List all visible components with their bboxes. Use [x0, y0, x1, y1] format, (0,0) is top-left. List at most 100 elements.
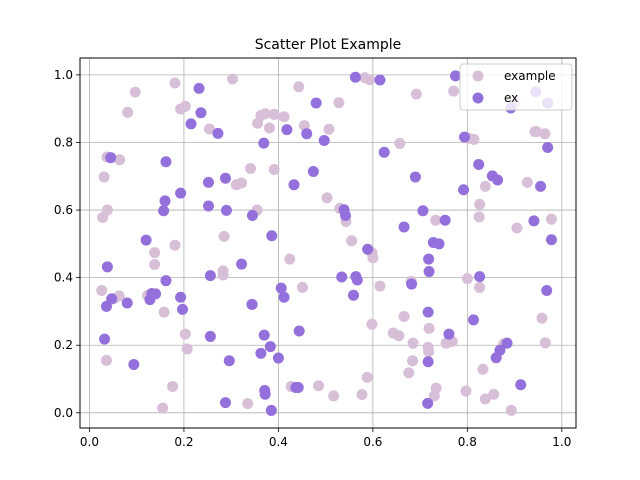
y-tick-label: 0.4 — [54, 271, 73, 285]
data-point-ex — [501, 337, 513, 349]
data-point-example — [364, 74, 376, 86]
data-point-example — [460, 385, 472, 397]
data-point-example — [394, 137, 406, 149]
ticks-layer: 0.0 0.2 0.4 0.6 0.8 1.0 0.0 0.2 0.4 0.6 0.8 1.0 — [54, 68, 571, 449]
data-point-example — [407, 337, 419, 349]
legend: example ex — [459, 63, 573, 111]
data-point-ex — [258, 329, 270, 341]
data-point-ex — [219, 397, 231, 409]
data-point-ex — [467, 314, 479, 326]
data-point-ex — [349, 71, 361, 83]
data-point-ex — [158, 205, 170, 217]
data-point-example — [203, 123, 215, 135]
data-point-ex — [105, 152, 117, 164]
data-point-example — [158, 306, 170, 318]
data-point-ex — [422, 356, 434, 368]
chart-title: Scatter Plot Example — [255, 37, 402, 53]
data-point-example — [227, 73, 239, 85]
data-point-ex — [220, 204, 232, 216]
data-point-example — [149, 258, 161, 270]
data-point-example — [488, 388, 500, 400]
data-point-example — [403, 367, 415, 379]
legend-box — [459, 63, 573, 111]
data-point-ex — [351, 274, 363, 286]
data-point-example — [179, 328, 191, 340]
x-tick-label: 0.2 — [174, 435, 193, 449]
data-point-ex — [443, 328, 455, 340]
data-point-ex — [258, 137, 270, 149]
legend-marker-example — [472, 70, 484, 82]
data-point-example — [218, 230, 230, 242]
data-point-ex — [439, 214, 451, 226]
data-point-example — [536, 312, 548, 324]
data-point-ex — [160, 275, 172, 287]
data-point-ex — [177, 303, 189, 315]
data-point-ex — [422, 397, 434, 409]
x-tick-label: 0.0 — [80, 435, 99, 449]
data-point-example — [539, 128, 551, 140]
data-point-ex — [264, 341, 276, 353]
data-point-ex — [473, 158, 485, 170]
data-point-example — [284, 253, 296, 265]
data-point-ex — [175, 187, 187, 199]
data-point-ex — [106, 293, 118, 305]
data-point-ex — [292, 381, 304, 393]
data-point-ex — [246, 298, 258, 310]
data-point-ex — [301, 128, 313, 140]
data-point-ex — [515, 379, 527, 391]
legend-marker-ex — [472, 92, 484, 104]
data-point-ex — [128, 358, 140, 370]
data-point-ex — [336, 271, 348, 283]
data-point-example — [268, 108, 280, 120]
data-point-example — [521, 176, 533, 188]
data-point-example — [313, 380, 325, 392]
data-point-ex — [417, 205, 429, 217]
data-point-ex — [160, 156, 172, 168]
data-point-ex — [278, 291, 290, 303]
y-tick-label: 0.0 — [54, 406, 73, 420]
data-point-ex — [409, 171, 421, 183]
data-point-ex — [535, 180, 547, 192]
data-point-ex — [281, 124, 293, 136]
data-point-ex — [374, 74, 386, 86]
data-point-example — [333, 97, 345, 109]
data-point-example — [511, 222, 523, 234]
data-point-ex — [121, 297, 133, 309]
data-point-ex — [275, 282, 287, 294]
data-point-example — [423, 322, 435, 334]
legend-label-example: example — [504, 69, 556, 83]
data-point-ex — [307, 166, 319, 178]
data-point-example — [129, 86, 141, 98]
data-point-example — [479, 393, 491, 405]
data-point-ex — [272, 352, 284, 364]
data-point-example — [96, 284, 108, 296]
data-point-ex — [362, 243, 374, 255]
data-point-example — [169, 77, 181, 89]
data-point-ex — [542, 142, 554, 154]
data-point-example — [321, 192, 333, 204]
data-point-example — [430, 214, 442, 226]
grid-layer — [80, 58, 576, 428]
y-tick-label: 0.2 — [54, 338, 73, 352]
data-point-example — [366, 318, 378, 330]
data-point-ex — [433, 238, 445, 250]
data-point-ex — [236, 258, 248, 270]
data-point-example — [398, 310, 410, 322]
data-point-example — [346, 235, 358, 247]
data-point-ex — [423, 253, 435, 265]
data-point-example — [230, 179, 242, 191]
data-point-ex — [459, 131, 471, 143]
data-point-example — [393, 330, 405, 342]
data-point-ex — [266, 230, 278, 242]
data-point-ex — [159, 195, 171, 207]
data-point-example — [268, 164, 280, 176]
data-point-example — [461, 273, 473, 285]
data-point-example — [157, 402, 169, 414]
x-tick-label: 0.6 — [363, 435, 382, 449]
data-point-ex — [423, 266, 435, 278]
data-point-ex — [185, 118, 197, 130]
data-point-example — [474, 198, 486, 210]
legend-label-ex: ex — [504, 91, 518, 105]
data-point-ex — [541, 284, 553, 296]
data-point-example — [473, 211, 485, 223]
